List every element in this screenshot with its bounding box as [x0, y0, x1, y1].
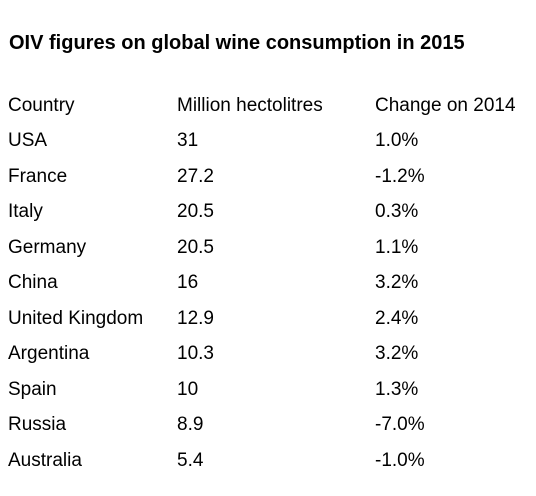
change-cell: 1.3% [375, 378, 419, 400]
page-title: OIV figures on global wine consumption i… [9, 32, 465, 54]
table-row: China 16 3.2% [8, 266, 535, 302]
table-row: Argentina 10.3 3.2% [8, 337, 535, 373]
volume-cell: 27.2 [177, 165, 214, 187]
table-row: USA 31 1.0% [8, 124, 535, 160]
change-cell: -1.0% [375, 449, 425, 471]
country-cell: China [8, 272, 58, 294]
country-cell: Argentina [8, 343, 90, 365]
column-header-volume: Million hectolitres [177, 94, 323, 116]
volume-cell: 20.5 [177, 236, 214, 258]
volume-cell: 12.9 [177, 307, 214, 329]
country-cell: Germany [8, 236, 87, 258]
change-cell: 3.2% [375, 343, 419, 365]
table-row: Spain 10 1.3% [8, 372, 535, 408]
volume-cell: 20.5 [177, 201, 214, 223]
table-row: France 27.2 -1.2% [8, 159, 535, 195]
change-cell: -1.2% [375, 165, 425, 187]
change-cell: 3.2% [375, 272, 419, 294]
table-header-row: Country Million hectolitres Change on 20… [8, 88, 535, 124]
country-cell: Italy [8, 201, 43, 223]
table-row: Russia 8.9 -7.0% [8, 408, 535, 444]
country-cell: Australia [8, 449, 82, 471]
column-header-change: Change on 2014 [375, 94, 516, 116]
table-row: United Kingdom 12.9 2.4% [8, 301, 535, 337]
country-cell: France [8, 165, 68, 187]
country-cell: Russia [8, 414, 67, 436]
change-cell: 2.4% [375, 307, 419, 329]
change-cell: 1.0% [375, 130, 419, 152]
volume-cell: 10 [177, 378, 199, 400]
table-row: Italy 20.5 0.3% [8, 195, 535, 231]
country-cell: Spain [8, 378, 57, 400]
table-row: Germany 20.5 1.1% [8, 230, 535, 266]
country-cell: USA [8, 130, 48, 152]
volume-cell: 8.9 [177, 414, 204, 436]
volume-cell: 5.4 [177, 449, 204, 471]
volume-cell: 10.3 [177, 343, 214, 365]
change-cell: 0.3% [375, 201, 419, 223]
volume-cell: 16 [177, 272, 199, 294]
country-cell: United Kingdom [8, 307, 144, 329]
change-cell: 1.1% [375, 236, 419, 258]
column-header-country: Country [8, 94, 75, 116]
table-row: Australia 5.4 -1.0% [8, 443, 535, 479]
wine-consumption-table: Country Million hectolitres Change on 20… [8, 88, 535, 479]
volume-cell: 31 [177, 130, 199, 152]
change-cell: -7.0% [375, 414, 425, 436]
